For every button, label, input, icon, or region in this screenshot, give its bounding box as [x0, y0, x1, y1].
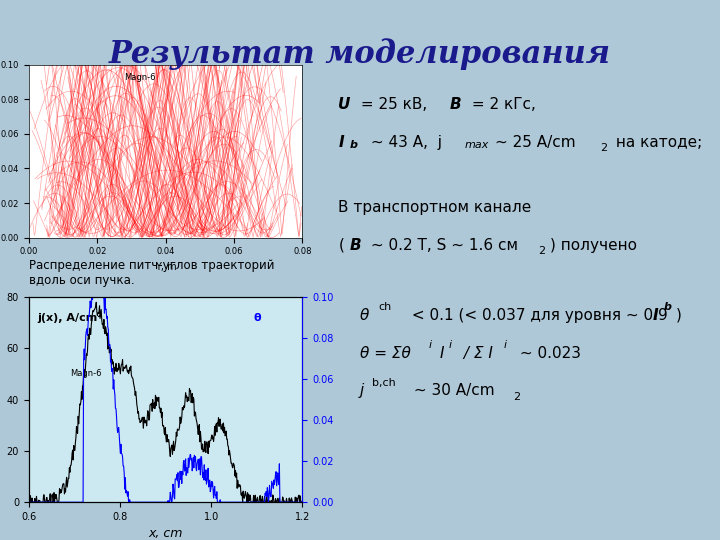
Text: b: b: [664, 302, 672, 313]
Text: (: (: [338, 238, 344, 253]
Text: j(x), A/cm²: j(x), A/cm²: [37, 313, 102, 323]
Text: b,ch: b,ch: [372, 378, 396, 388]
Text: ~ 25 А/cm: ~ 25 А/cm: [495, 135, 575, 150]
Text: max: max: [464, 140, 489, 151]
Text: θ: θ: [360, 308, 369, 323]
Text: В транспортном канале: В транспортном канале: [338, 200, 531, 215]
Text: 2: 2: [539, 246, 546, 256]
Text: B: B: [450, 97, 462, 112]
Text: θ = Σθ: θ = Σθ: [360, 346, 411, 361]
X-axis label: x, cm: x, cm: [148, 528, 183, 540]
Text: θ: θ: [253, 313, 261, 323]
Text: ~ 43 А,  j: ~ 43 А, j: [366, 135, 442, 150]
Text: ~ 30 А/cm: ~ 30 А/cm: [409, 383, 495, 399]
Text: I: I: [338, 135, 344, 150]
Text: на катоде;: на катоде;: [611, 135, 702, 150]
X-axis label: Y, m: Y, m: [155, 262, 176, 272]
Text: j: j: [360, 383, 364, 399]
Text: b: b: [349, 140, 357, 151]
Text: 2: 2: [600, 143, 607, 153]
Text: = 2 кГс,: = 2 кГс,: [467, 97, 536, 112]
Text: = 25 кВ,: = 25 кВ,: [356, 97, 438, 112]
Text: Распределение питч-углов траекторий
вдоль оси пучка.: Распределение питч-углов траекторий вдол…: [29, 259, 274, 287]
Text: i: i: [449, 340, 451, 350]
Text: ) получено: ) получено: [550, 238, 637, 253]
Text: ch: ch: [378, 302, 391, 313]
Text: 2: 2: [513, 392, 521, 402]
Text: i: i: [504, 340, 507, 350]
Text: U: U: [338, 97, 351, 112]
Text: ): ): [675, 308, 681, 323]
Text: i: i: [428, 340, 431, 350]
Text: Результат моделирования: Результат моделирования: [109, 38, 611, 70]
Text: ~ 0.2 Т, S ~ 1.6 см: ~ 0.2 Т, S ~ 1.6 см: [366, 238, 518, 253]
Text: / Σ I: / Σ I: [459, 346, 493, 361]
Text: B: B: [349, 238, 361, 253]
Text: I: I: [439, 346, 444, 361]
Text: I: I: [653, 308, 659, 323]
Text: ~ 0.023: ~ 0.023: [515, 346, 581, 361]
Text: Magn-6: Magn-6: [125, 73, 156, 83]
Text: < 0.1 (< 0.037 для уровня ~ 0.9: < 0.1 (< 0.037 для уровня ~ 0.9: [407, 308, 667, 323]
Text: Magn-6: Magn-6: [70, 369, 102, 378]
